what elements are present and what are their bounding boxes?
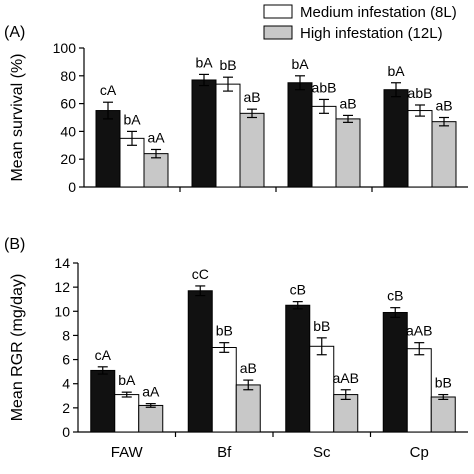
significance-label: bA [291, 56, 309, 72]
significance-label: aB [243, 89, 260, 105]
legend-swatch [263, 4, 293, 19]
bar [309, 345, 335, 433]
bar [187, 290, 213, 433]
y-tick-label: 12 [54, 279, 70, 295]
y-tick-label: 14 [54, 255, 70, 271]
legend-label: High infestation (12L) [300, 25, 443, 42]
y-tick-label: 100 [53, 40, 77, 56]
bar [406, 348, 432, 433]
significance-label: cA [100, 82, 117, 98]
significance-label: aB [435, 98, 452, 114]
y-tick-label: 4 [62, 376, 70, 392]
bar [90, 369, 116, 433]
bar [285, 304, 311, 433]
significance-label: aAB [406, 323, 432, 339]
significance-label: bA [195, 54, 213, 70]
bar [383, 89, 409, 188]
bar [138, 404, 164, 433]
y-tick-label: 8 [62, 327, 70, 343]
y-tick-label: 0 [62, 424, 70, 440]
y-tick-label: 60 [60, 96, 76, 112]
bar [235, 384, 261, 433]
panel-label: (B) [4, 236, 25, 253]
y-axis-label: Mean RGR (mg/day) [9, 274, 26, 422]
bar [311, 105, 337, 188]
significance-label: bB [216, 323, 233, 339]
significance-label: bA [123, 111, 141, 127]
significance-label: aA [147, 129, 165, 145]
significance-label: bB [435, 375, 452, 391]
bar [211, 347, 237, 433]
x-tick-label: Cp [410, 444, 429, 461]
significance-label: bB [219, 57, 236, 73]
significance-label: cB [290, 282, 306, 298]
panel-b: (B) Mean RGR (mg/day) 0 2 4 6 8 10 12 14 cA bA aA FAW… [4, 236, 468, 461]
bar [431, 121, 457, 188]
significance-label: bA [387, 63, 405, 79]
bar [239, 112, 265, 188]
bar [191, 79, 217, 188]
significance-label: abB [408, 85, 433, 101]
y-tick-label: 20 [60, 151, 76, 167]
panel-a: (A) Mean survival (%) 0 20 40 60 80 100 cA bA aA bA… [4, 24, 468, 195]
significance-label: aB [240, 360, 257, 376]
significance-label: aB [339, 95, 356, 111]
y-tick-label: 40 [60, 123, 76, 139]
significance-label: cC [192, 266, 209, 282]
significance-label: aAB [333, 370, 359, 386]
x-tick-label: FAW [111, 444, 144, 461]
legend-swatch [263, 25, 293, 40]
legend: Medium infestation (8L) High infestation … [263, 4, 457, 42]
significance-label: cA [95, 347, 112, 363]
bar [382, 311, 408, 433]
y-axis-label: Mean survival (%) [9, 53, 26, 181]
bar [215, 83, 241, 188]
bar [333, 394, 359, 433]
bar [287, 82, 313, 188]
bar [114, 394, 140, 433]
bar [95, 110, 121, 188]
y-tick-label: 10 [54, 303, 70, 319]
bar [143, 153, 169, 188]
bar [335, 118, 361, 188]
significance-label: aA [142, 384, 160, 400]
legend-label: Medium infestation (8L) [300, 4, 457, 21]
panel-label: (A) [4, 24, 25, 41]
significance-label: bA [118, 372, 136, 388]
y-tick-label: 6 [62, 352, 70, 368]
x-tick-label: Sc [313, 444, 331, 461]
significance-label: abB [312, 79, 337, 95]
y-tick-label: 2 [62, 400, 70, 416]
x-tick-label: Bf [217, 444, 232, 461]
significance-label: bB [313, 318, 330, 334]
significance-label: cB [387, 288, 403, 304]
bar [430, 396, 456, 433]
bar [407, 110, 433, 188]
y-tick-label: 0 [68, 179, 76, 195]
y-tick-label: 80 [60, 68, 76, 84]
